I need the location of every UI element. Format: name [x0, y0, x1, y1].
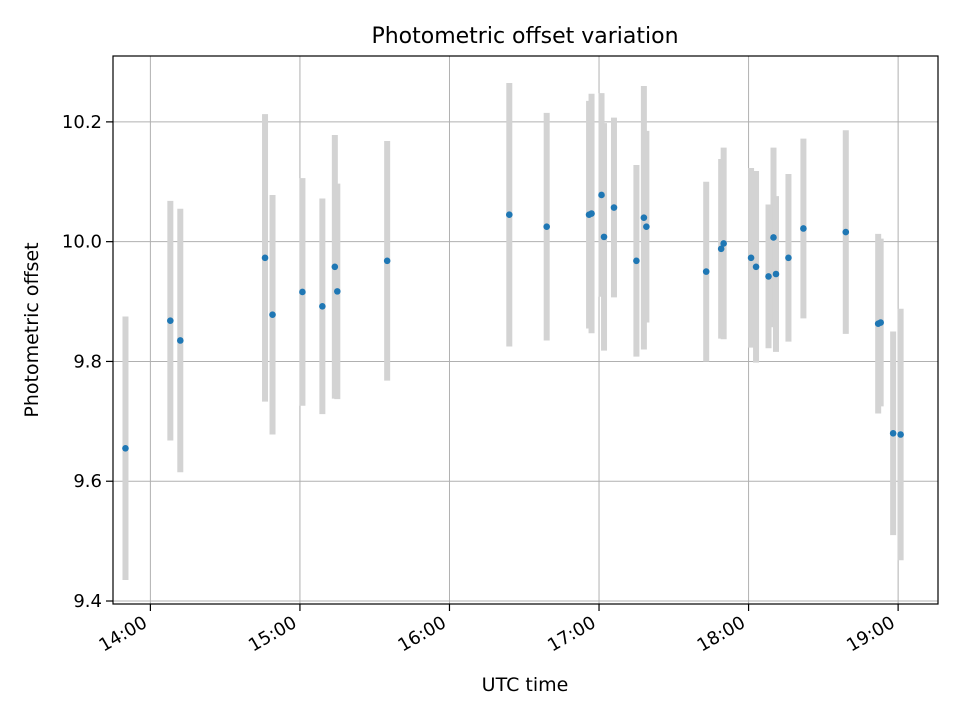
data-point — [383, 257, 391, 265]
data-point — [747, 254, 755, 262]
data-point — [610, 204, 618, 211]
data-point — [717, 245, 725, 253]
data-point — [785, 254, 792, 262]
data-point — [800, 225, 807, 232]
chart-title: Photometric offset variation — [371, 24, 678, 49]
data-point — [588, 210, 595, 217]
y-axis-ticks: 9.4 9.6 9.8 10.0 10.2 — [62, 112, 113, 612]
data-point — [269, 311, 276, 319]
data-point — [319, 303, 326, 310]
y-tick-label: 10.2 — [62, 112, 102, 133]
data-point — [752, 263, 760, 271]
data-point — [261, 254, 269, 262]
data-point — [720, 240, 727, 247]
y-axis-label: Photometric offset — [21, 242, 43, 417]
data-point — [770, 234, 777, 241]
data-point — [640, 214, 648, 222]
data-points — [122, 191, 904, 452]
y-tick-label: 10.0 — [62, 232, 102, 253]
data-point — [334, 288, 341, 295]
data-point — [633, 257, 640, 265]
data-point — [765, 273, 772, 280]
data-point — [543, 223, 550, 230]
data-point — [505, 211, 513, 219]
data-point — [772, 270, 780, 278]
data-point — [167, 317, 174, 325]
data-point — [122, 444, 129, 452]
data-point — [299, 288, 306, 296]
plot-frame — [112, 55, 939, 605]
y-tick-label: 9.8 — [73, 351, 102, 372]
data-point — [842, 228, 850, 236]
data-point — [331, 263, 339, 271]
data-point — [702, 268, 710, 275]
data-point — [176, 337, 184, 344]
y-tick-label: 9.6 — [73, 471, 102, 492]
data-point — [889, 430, 897, 437]
data-point — [600, 233, 608, 241]
data-point — [643, 223, 650, 230]
data-point — [598, 191, 605, 199]
data-point — [897, 431, 904, 438]
data-point — [877, 319, 884, 326]
x-axis-label: UTC time — [482, 674, 569, 696]
y-tick-label: 9.4 — [73, 591, 102, 612]
